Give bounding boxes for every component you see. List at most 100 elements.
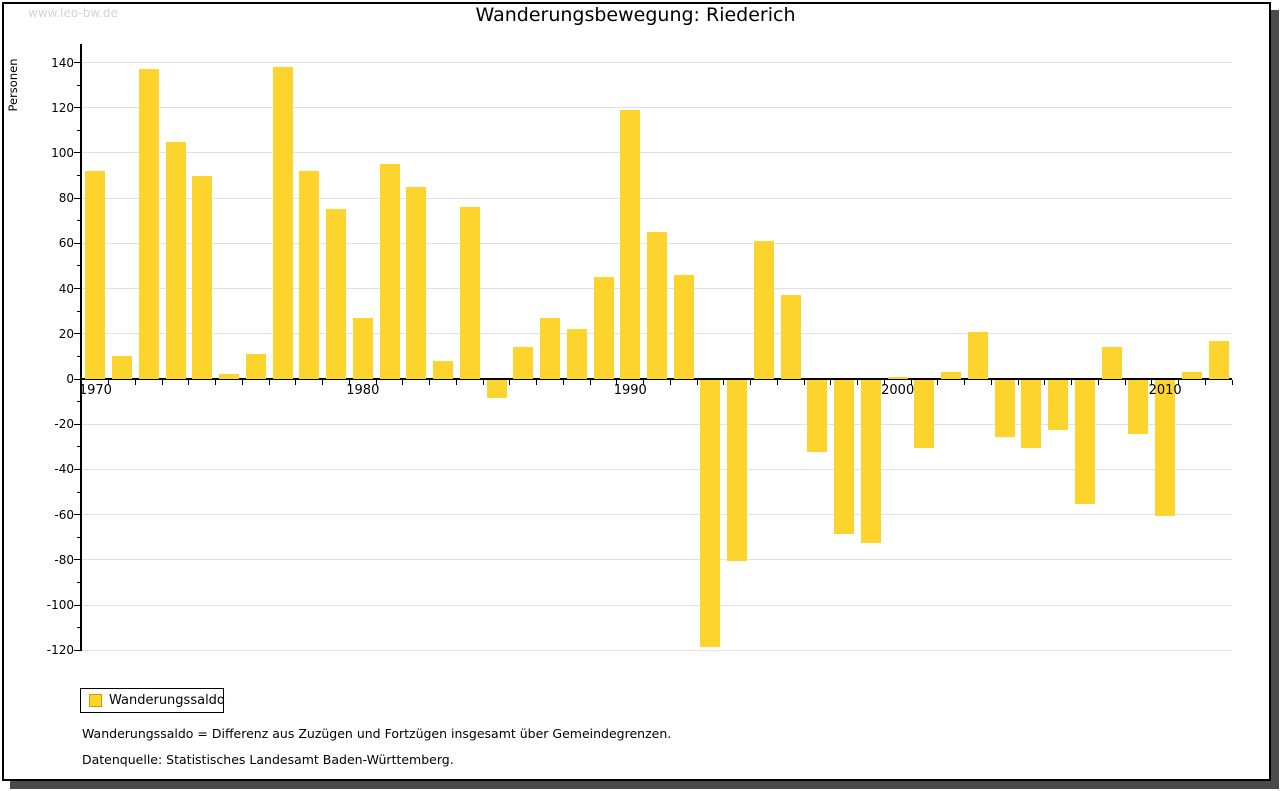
bar-1992: [673, 275, 694, 379]
legend-label: Wanderungssaldo: [109, 693, 225, 708]
x-tick-12: [402, 380, 404, 385]
y-axis-label-80: 80: [58, 191, 74, 206]
y-minor-tick-130: [77, 84, 82, 86]
y-major-tick-80: [74, 197, 82, 199]
bar-1998: [834, 380, 855, 534]
bar-1981: [379, 164, 400, 379]
y-axis-label-40: 40: [58, 281, 74, 296]
x-axis-label-1980: 1980: [346, 383, 380, 398]
x-tick-38: [1097, 380, 1099, 385]
bar-1985: [486, 380, 507, 399]
y-minor-tick-30: [77, 310, 82, 312]
x-tick-34: [990, 380, 992, 385]
y-axis-label-20: 20: [58, 326, 74, 341]
x-tick-5: [215, 380, 217, 385]
y-major-tick-0: [74, 378, 82, 380]
gridline-120: [82, 107, 1232, 109]
bar-2003: [967, 331, 988, 379]
legend-swatch-icon: [89, 694, 102, 707]
bar-1979: [326, 209, 347, 379]
bar-1999: [860, 380, 881, 543]
x-tick-16: [509, 380, 511, 385]
y-major-tick-120: [74, 107, 82, 109]
y-axis-line: [80, 44, 82, 652]
y-axis-label--100: -100: [46, 598, 74, 613]
x-tick-43: [1231, 380, 1233, 385]
x-tick-29: [857, 380, 859, 385]
x-tick-32: [937, 380, 939, 385]
bar-2002: [941, 372, 962, 379]
y-minor-tick--90: [77, 581, 82, 583]
y-minor-tick--10: [77, 401, 82, 403]
y-axis-label-100: 100: [51, 145, 74, 160]
x-tick-4: [188, 380, 190, 385]
bar-2010: [1155, 380, 1176, 516]
y-minor-tick--70: [77, 536, 82, 538]
x-tick-30: [883, 380, 885, 385]
y-minor-tick-70: [77, 220, 82, 222]
bar-1970: [85, 171, 106, 379]
x-tick-2: [134, 380, 136, 385]
footnote-definition: Wanderungssaldo = Differenz aus Zuzügen …: [82, 726, 672, 741]
y-minor-tick-50: [77, 265, 82, 267]
bar-2012: [1208, 340, 1229, 379]
x-axis-label-2010: 2010: [1148, 383, 1182, 398]
gridline--120: [82, 649, 1232, 651]
gridline--80: [82, 559, 1232, 561]
bar-1990: [620, 109, 641, 379]
bar-2005: [1021, 380, 1042, 448]
x-tick-24: [723, 380, 725, 385]
x-tick-9: [322, 380, 324, 385]
y-major-tick--40: [74, 468, 82, 470]
x-tick-13: [429, 380, 431, 385]
y-axis-label--120: -120: [46, 643, 74, 658]
y-minor-tick-10: [77, 355, 82, 357]
y-axis-label--40: -40: [54, 462, 74, 477]
footnote-source: Datenquelle: Statistisches Landesamt Bad…: [82, 752, 454, 767]
y-axis-label--60: -60: [54, 507, 74, 522]
y-axis-label-140: 140: [51, 55, 74, 70]
x-tick-22: [669, 380, 671, 385]
bar-1974: [192, 175, 213, 379]
x-tick-41: [1178, 380, 1179, 385]
y-major-tick-100: [74, 152, 82, 154]
x-axis-label-2000: 2000: [881, 383, 915, 398]
bar-1991: [647, 232, 667, 379]
bar-1983: [433, 360, 454, 379]
legend-box: Wanderungssaldo: [80, 688, 225, 713]
bar-1977: [272, 67, 293, 379]
gridline--60: [82, 514, 1232, 516]
x-tick-7: [268, 380, 270, 385]
x-tick-21: [643, 380, 645, 385]
x-tick-31: [910, 380, 912, 385]
y-major-tick-20: [74, 333, 82, 335]
x-axis-label-1990: 1990: [613, 383, 647, 398]
bar-2004: [994, 380, 1015, 437]
bar-2006: [1048, 380, 1069, 430]
y-major-tick--60: [74, 514, 82, 516]
y-minor-tick--30: [77, 446, 82, 448]
y-major-tick-140: [74, 62, 82, 63]
y-major-tick--120: [74, 649, 82, 651]
bar-2007: [1074, 380, 1095, 505]
bar-2001: [914, 380, 935, 448]
bar-1984: [459, 207, 480, 379]
bar-1989: [593, 277, 614, 379]
y-axis-label--80: -80: [54, 552, 74, 567]
y-major-tick-60: [74, 242, 82, 244]
gridline--40: [82, 468, 1232, 470]
y-major-tick--20: [74, 423, 82, 425]
x-tick-28: [830, 380, 832, 385]
bar-1976: [245, 354, 266, 379]
y-minor-tick-110: [77, 129, 82, 131]
y-minor-tick--50: [77, 491, 82, 493]
bar-1980: [352, 317, 373, 379]
x-tick-39: [1124, 380, 1126, 385]
x-tick-11: [375, 380, 377, 385]
y-major-tick--80: [74, 559, 82, 561]
bar-2009: [1128, 380, 1149, 435]
bar-1975: [219, 374, 240, 379]
y-major-tick--100: [74, 604, 82, 606]
bar-1993: [700, 380, 721, 647]
